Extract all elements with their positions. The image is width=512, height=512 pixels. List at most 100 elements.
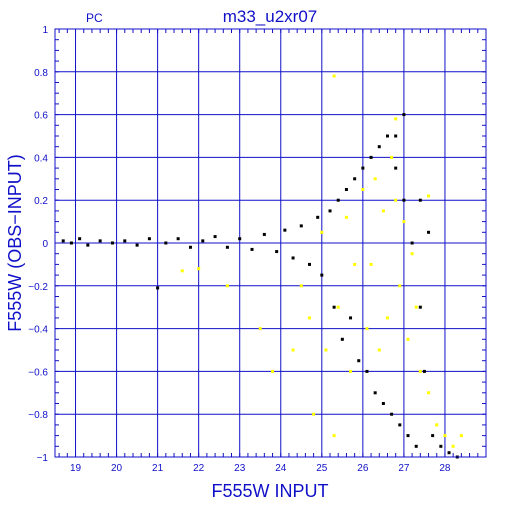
x-tick-label: 20 bbox=[111, 463, 123, 474]
data-point bbox=[353, 177, 357, 181]
highlight-data-point bbox=[427, 194, 431, 198]
axis-ticks: 19 20 21 22 23 24 25 26 27 28 −1 −0.8 −0.6 −0.4 −0.2 0 0… bbox=[28, 25, 487, 474]
highlight-data-point bbox=[369, 262, 373, 266]
highlight-data-point bbox=[427, 391, 431, 395]
data-point bbox=[291, 256, 295, 260]
data-point bbox=[147, 237, 151, 241]
highlight-data-point bbox=[299, 284, 303, 288]
highlight-data-point bbox=[394, 117, 398, 121]
data-point bbox=[156, 286, 160, 290]
highlight-data-point bbox=[443, 434, 447, 438]
data-point bbox=[418, 198, 422, 202]
data-point bbox=[250, 247, 254, 251]
highlight-data-point bbox=[197, 267, 201, 271]
data-point bbox=[365, 369, 369, 373]
highlight-data-point bbox=[398, 284, 402, 288]
highlight-data-point bbox=[320, 230, 324, 234]
highlight-data-point bbox=[349, 369, 353, 373]
y-tick-label: 0.8 bbox=[34, 68, 48, 79]
data-point bbox=[410, 241, 414, 245]
data-point bbox=[447, 451, 451, 455]
y-tick-label: 0 bbox=[42, 239, 48, 250]
highlight-data-point bbox=[332, 74, 336, 78]
highlight-data-point bbox=[324, 348, 328, 352]
data-point bbox=[344, 188, 348, 191]
highlight-data-point bbox=[307, 316, 311, 320]
highlight-data-point bbox=[373, 177, 377, 181]
data-point bbox=[349, 316, 353, 320]
highlight-data-point bbox=[414, 305, 418, 309]
highlight-data-point bbox=[406, 337, 410, 341]
x-tick-label: 21 bbox=[152, 463, 164, 474]
highlight-data-point bbox=[402, 220, 406, 224]
x-tick-label: 24 bbox=[275, 463, 287, 474]
y-tick-label: −0.8 bbox=[28, 410, 48, 421]
x-tick-label: 26 bbox=[357, 463, 369, 474]
chart-title: m33_u2xr07 bbox=[223, 7, 318, 26]
x-tick-label: 25 bbox=[316, 463, 328, 474]
data-point bbox=[275, 250, 279, 254]
highlight-data-point bbox=[353, 262, 357, 266]
highlight-data-point bbox=[435, 423, 439, 427]
data-point bbox=[328, 209, 332, 213]
data-point bbox=[238, 237, 242, 241]
x-tick-label: 22 bbox=[193, 463, 205, 474]
highlight-data-point bbox=[271, 369, 275, 373]
data-point bbox=[86, 243, 90, 247]
data-point bbox=[377, 145, 381, 149]
data-point bbox=[390, 412, 394, 416]
highlight-data-point bbox=[361, 188, 365, 191]
data-point bbox=[213, 235, 217, 239]
data-point bbox=[340, 337, 344, 341]
y-tick-label: 0.4 bbox=[34, 153, 48, 164]
data-point bbox=[110, 241, 114, 245]
highlight-data-point bbox=[385, 316, 389, 320]
y-tick-label: 0.2 bbox=[34, 196, 48, 207]
data-point bbox=[373, 391, 377, 395]
data-point bbox=[385, 134, 389, 138]
data-point bbox=[381, 402, 385, 405]
data-point bbox=[427, 230, 431, 234]
y-tick-label: 0.6 bbox=[34, 111, 48, 122]
data-point bbox=[402, 198, 406, 202]
data-point bbox=[361, 166, 365, 170]
data-point bbox=[262, 232, 266, 236]
x-tick-label: 28 bbox=[439, 463, 451, 474]
data-point bbox=[135, 243, 139, 247]
highlight-data-point bbox=[390, 155, 394, 159]
x-tick-label: 19 bbox=[70, 463, 82, 474]
highlight-data-point bbox=[459, 434, 463, 438]
data-point bbox=[414, 444, 418, 448]
data-point bbox=[164, 241, 168, 245]
data-point bbox=[299, 224, 303, 228]
x-axis-title: F555W INPUT bbox=[211, 481, 328, 501]
highlight-data-point bbox=[180, 269, 184, 273]
y-tick-label: 1 bbox=[42, 25, 48, 36]
data-point bbox=[336, 198, 340, 202]
y-tick-label: −1 bbox=[37, 453, 49, 464]
data-point bbox=[406, 434, 410, 438]
data-point bbox=[201, 239, 205, 243]
y-tick-label: −0.6 bbox=[28, 367, 48, 378]
data-point bbox=[283, 228, 287, 232]
data-point bbox=[398, 423, 402, 427]
highlight-data-point bbox=[291, 348, 295, 352]
data-point bbox=[431, 434, 435, 438]
data-point bbox=[69, 241, 73, 245]
highlight-data-point bbox=[451, 444, 455, 448]
data-point bbox=[61, 239, 65, 243]
highlight-data-point bbox=[336, 305, 340, 309]
highlight-data-point bbox=[365, 327, 369, 331]
data-point bbox=[98, 239, 102, 243]
data-point bbox=[320, 273, 324, 277]
highlight-data-point bbox=[312, 412, 316, 416]
data-point bbox=[316, 215, 320, 219]
data-point bbox=[123, 239, 127, 243]
highlight-data-point bbox=[418, 369, 422, 373]
data-point bbox=[78, 237, 82, 241]
y-tick-label: −0.2 bbox=[28, 282, 48, 293]
highlight-data-point bbox=[332, 434, 336, 438]
data-point bbox=[422, 369, 426, 373]
